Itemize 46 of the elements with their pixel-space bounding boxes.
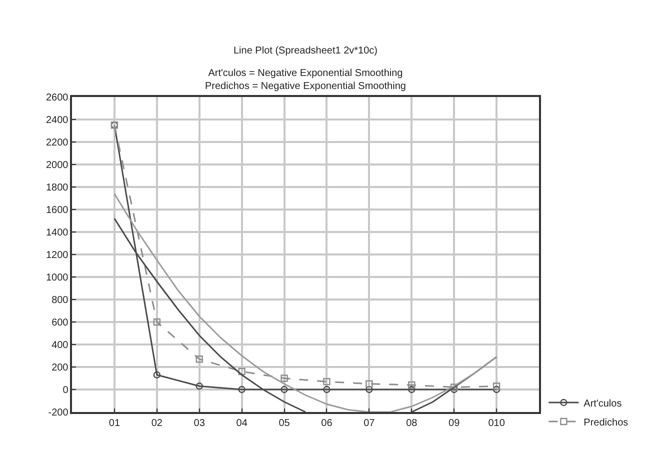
point: [153, 318, 161, 326]
y-tick-label: -200: [48, 408, 69, 418]
y-tick-label: 1600: [46, 205, 69, 216]
point: [238, 386, 246, 394]
x-tick-label: 08: [406, 418, 418, 429]
point: [408, 386, 416, 394]
point: [408, 381, 416, 389]
x-tick-label: 010: [488, 418, 506, 429]
point: [323, 386, 330, 394]
x-tick-label: 01: [108, 418, 120, 429]
y-tick-label: 2000: [46, 160, 69, 171]
y-tick-label: 1800: [46, 182, 69, 194]
chart-title: Line Plot (Spreadsheet1 2v*10c): [234, 45, 378, 56]
point: [280, 386, 288, 394]
y-tick-label: 2200: [46, 138, 69, 148]
point: [492, 386, 500, 394]
y-tick-label: 1200: [46, 250, 69, 261]
point: [366, 386, 373, 394]
point: [280, 374, 288, 382]
chart-subtitle: Art'culos = Negative Exponential Smoothing Predichos = Negative Exponential Smoothing: [205, 68, 406, 92]
point: [450, 384, 458, 391]
legend-label: Art'culos: [584, 398, 622, 410]
x-tick-label: 07: [364, 418, 376, 429]
y-tick-label: 800: [52, 295, 69, 306]
x-tick-label: 05: [278, 418, 290, 429]
point: [238, 368, 246, 376]
legend-label: Predichos: [584, 417, 628, 428]
y-tick-label: 2400: [46, 115, 69, 126]
point: [196, 356, 203, 363]
y-tick-label: 1400: [46, 228, 69, 238]
x-tick-label: 09: [448, 418, 460, 429]
point: [492, 382, 500, 390]
y-tick-label: 200: [52, 362, 69, 374]
x-tick-label: 03: [194, 418, 206, 429]
point: [196, 382, 203, 390]
x-tick-label: 04: [236, 418, 248, 429]
y-tick-label: 1000: [46, 272, 69, 284]
y-tick-label: 0: [62, 385, 69, 396]
x-tick-label: 06: [321, 418, 333, 429]
y-tick-label: 400: [52, 340, 69, 351]
point: [153, 371, 161, 378]
y-tick-label: 600: [52, 318, 69, 328]
point: [366, 380, 373, 388]
point: [323, 378, 330, 386]
x-tick-label: 02: [151, 418, 163, 429]
y-tick-label: 2600: [46, 92, 69, 104]
